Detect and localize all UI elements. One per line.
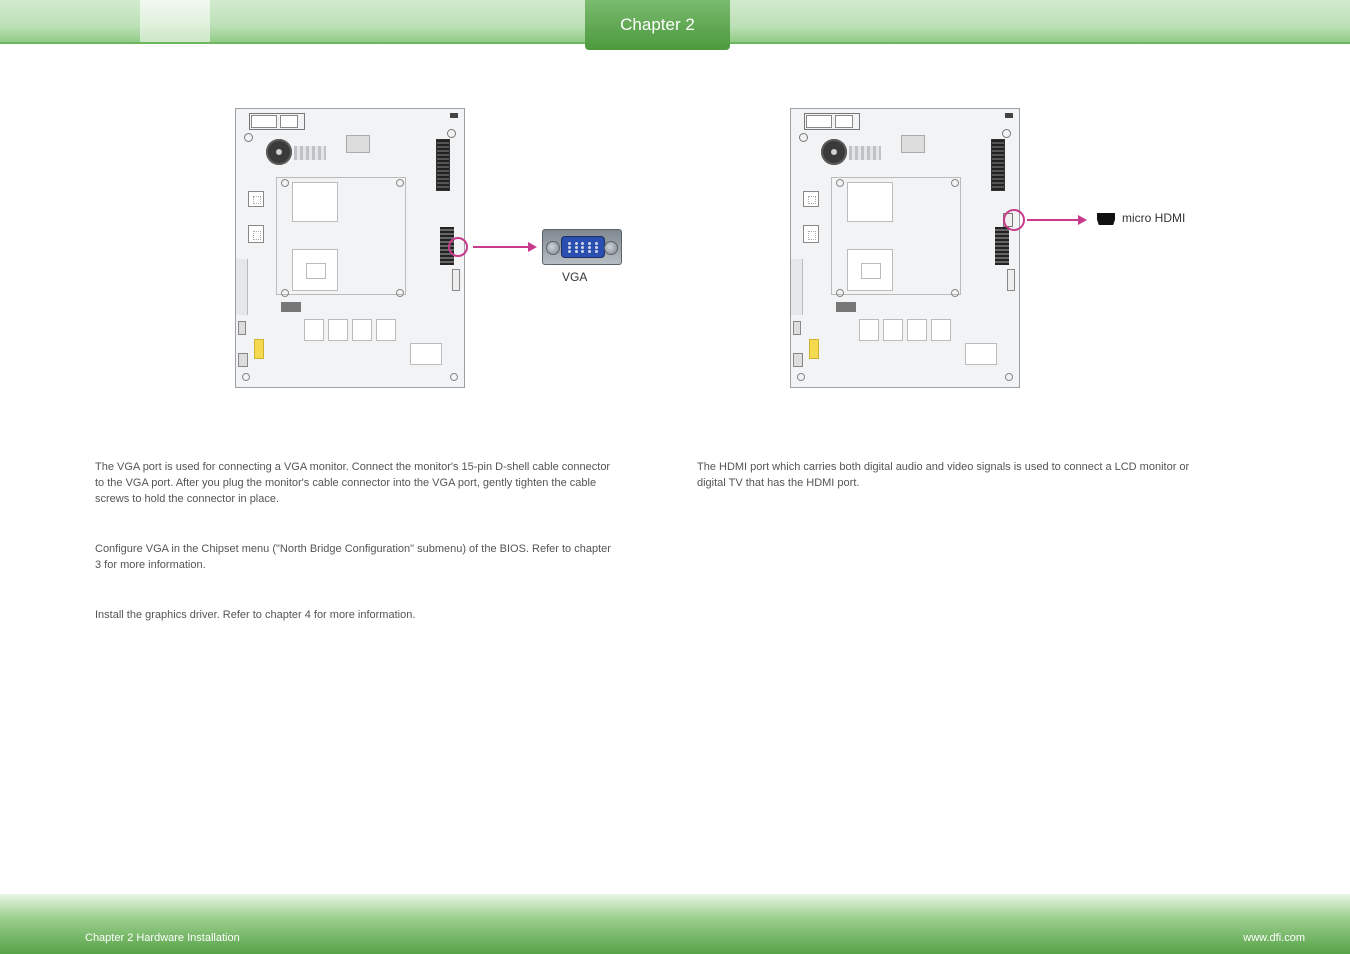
chapter-tab-label: Chapter 2 (620, 15, 695, 35)
board-outline-left (235, 108, 465, 388)
edge-connector (791, 259, 803, 315)
side-conn-icon (238, 321, 246, 335)
screw-hole (797, 373, 805, 381)
chip-row (304, 319, 396, 341)
para-vga-1: The VGA port is used for connecting a VG… (95, 460, 615, 508)
screw-hole (951, 289, 959, 297)
arrow-vga (473, 246, 535, 248)
column-left: VGA The VGA port is used for connecting … (95, 108, 655, 624)
side-port-icon (803, 191, 819, 207)
screw-hole (447, 129, 456, 138)
board-top-conn-b (280, 115, 298, 128)
header-icon (836, 302, 856, 312)
board-top-corner (450, 113, 458, 118)
memory-slot-icon (991, 139, 1005, 191)
side-conn-icon (238, 353, 248, 367)
vga-connector-icon (542, 229, 622, 265)
vga-core-icon (561, 236, 605, 258)
footer-left-text: Chapter 2 Hardware Installation (85, 932, 240, 944)
side-port-icon (248, 225, 264, 243)
jumper-icon (809, 339, 819, 359)
screw-hole (836, 289, 844, 297)
diagram-vga: VGA (95, 108, 655, 418)
screw-hole (450, 373, 458, 381)
footer-right-text: www.dfi.com (1243, 932, 1305, 944)
vga-label: VGA (562, 270, 587, 284)
micro-hdmi-icon (1097, 213, 1115, 225)
screw-hole (242, 373, 250, 381)
chip-icon (292, 182, 338, 222)
screw-hole (396, 179, 404, 187)
chapter-tab: Chapter 2 (585, 0, 730, 50)
chip-icon (847, 182, 893, 222)
highlight-circle-hdmi (1003, 209, 1025, 231)
edge-connector (236, 259, 248, 315)
fan-icon (266, 139, 292, 165)
chip-icon (292, 249, 338, 291)
vga-pins-icon (566, 241, 600, 253)
board-top-corner (1005, 113, 1013, 118)
board-top-conn-b (835, 115, 853, 128)
chip-icon (901, 135, 925, 153)
header-icon (281, 302, 301, 312)
footer-band: Chapter 2 Hardware Installation www.dfi.… (0, 894, 1350, 954)
board-outline-right (790, 108, 1020, 388)
heatsink-icon (849, 146, 881, 160)
chip-row (859, 319, 951, 341)
column-right: micro HDMI The HDMI port which carries b… (697, 108, 1257, 492)
screw-hole (281, 179, 289, 187)
para-vga-2: Configure VGA in the Chipset menu ("Nort… (95, 542, 615, 574)
fan-icon (821, 139, 847, 165)
para-vga-3: Install the graphics driver. Refer to ch… (95, 608, 615, 624)
chip-icon (410, 343, 442, 365)
memory-slot-icon (436, 139, 450, 191)
side-port-icon (803, 225, 819, 243)
jumper-icon (254, 339, 264, 359)
side-conn-icon (793, 353, 803, 367)
chip-icon (965, 343, 997, 365)
port-icon (1007, 269, 1015, 291)
board-top-conn-a (251, 115, 277, 128)
screw-hole (1005, 373, 1013, 381)
diagram-hdmi: micro HDMI (697, 108, 1257, 418)
pin-header-icon (995, 227, 1009, 265)
side-port-icon (248, 191, 264, 207)
chip-icon (847, 249, 893, 291)
screw-hole (244, 133, 253, 142)
para-hdmi-1: The HDMI port which carries both digital… (697, 460, 1217, 492)
screw-hole (836, 179, 844, 187)
heatsink-icon (294, 146, 326, 160)
screw-hole (1002, 129, 1011, 138)
screw-hole (396, 289, 404, 297)
screw-hole (799, 133, 808, 142)
board-top-conn-a (806, 115, 832, 128)
arrow-hdmi (1027, 219, 1085, 221)
micro-hdmi-label: micro HDMI (1122, 211, 1185, 225)
chip-icon (346, 135, 370, 153)
side-conn-icon (793, 321, 801, 335)
screw-hole (951, 179, 959, 187)
highlight-circle-vga (448, 237, 468, 257)
screw-hole (281, 289, 289, 297)
port-icon (452, 269, 460, 291)
